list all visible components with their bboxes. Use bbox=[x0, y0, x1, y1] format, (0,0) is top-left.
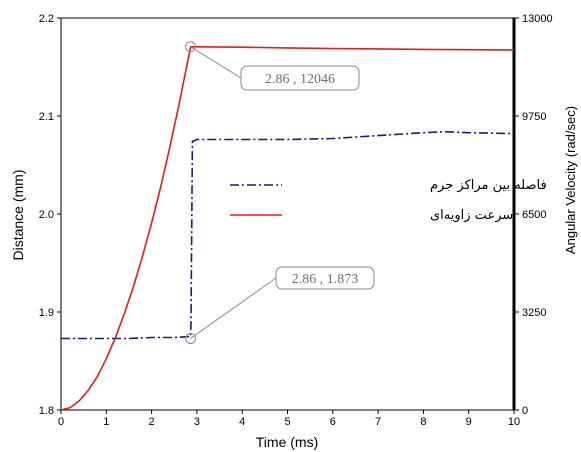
series-line-angular-velocity bbox=[60, 45, 515, 411]
y-right-tick-label: 13000 bbox=[522, 13, 553, 25]
y-right-tick-label: 0 bbox=[522, 405, 528, 417]
y-right-tick-label: 9750 bbox=[522, 111, 546, 123]
annotation-marker bbox=[185, 332, 197, 344]
x-tick-label: 10 bbox=[508, 416, 520, 428]
y-left-tick-label: 1.8 bbox=[39, 405, 54, 417]
x-tick-label: 2 bbox=[149, 416, 155, 428]
y-right-tick-label: 6500 bbox=[522, 209, 546, 221]
x-tick-label: 6 bbox=[330, 416, 336, 428]
legend-label: فاصله بین مراکز جرم bbox=[430, 178, 547, 193]
annotation-marker bbox=[185, 41, 197, 53]
y-right-tick-label: 3250 bbox=[522, 307, 546, 319]
y-left-tick-label: 2.1 bbox=[39, 111, 54, 123]
annotation-label: 2.86 , 1.873 bbox=[292, 272, 359, 287]
annotation-leader-line bbox=[190, 46, 242, 79]
y-right-axis-title: Angular Velocity (rad/sec) bbox=[563, 106, 578, 254]
x-tick-label: 4 bbox=[239, 416, 245, 428]
y-left-axis-title: Distance (mm) bbox=[10, 169, 26, 260]
x-tick-label: 9 bbox=[466, 416, 472, 428]
x-tick-label: 7 bbox=[375, 416, 381, 428]
legend-label: سرعت زاویه‌ای bbox=[430, 208, 513, 223]
x-tick-label: 3 bbox=[194, 416, 200, 428]
x-tick-label: 8 bbox=[420, 416, 426, 428]
annotation-leader-line bbox=[190, 277, 277, 339]
x-axis-title: Time (ms) bbox=[256, 434, 318, 450]
y-left-tick-label: 2.2 bbox=[39, 13, 54, 25]
annotation-label: 2.86 , 12046 bbox=[265, 72, 335, 87]
x-tick-label: 5 bbox=[284, 416, 290, 428]
y-left-tick-label: 1.9 bbox=[39, 307, 54, 319]
x-tick-label: 0 bbox=[58, 416, 64, 428]
annotation-box bbox=[275, 266, 375, 290]
x-tick-label: 1 bbox=[103, 416, 109, 428]
annotation-box bbox=[240, 65, 360, 91]
y-left-tick-label: 2.0 bbox=[39, 209, 54, 221]
series-line-distance bbox=[61, 130, 515, 340]
